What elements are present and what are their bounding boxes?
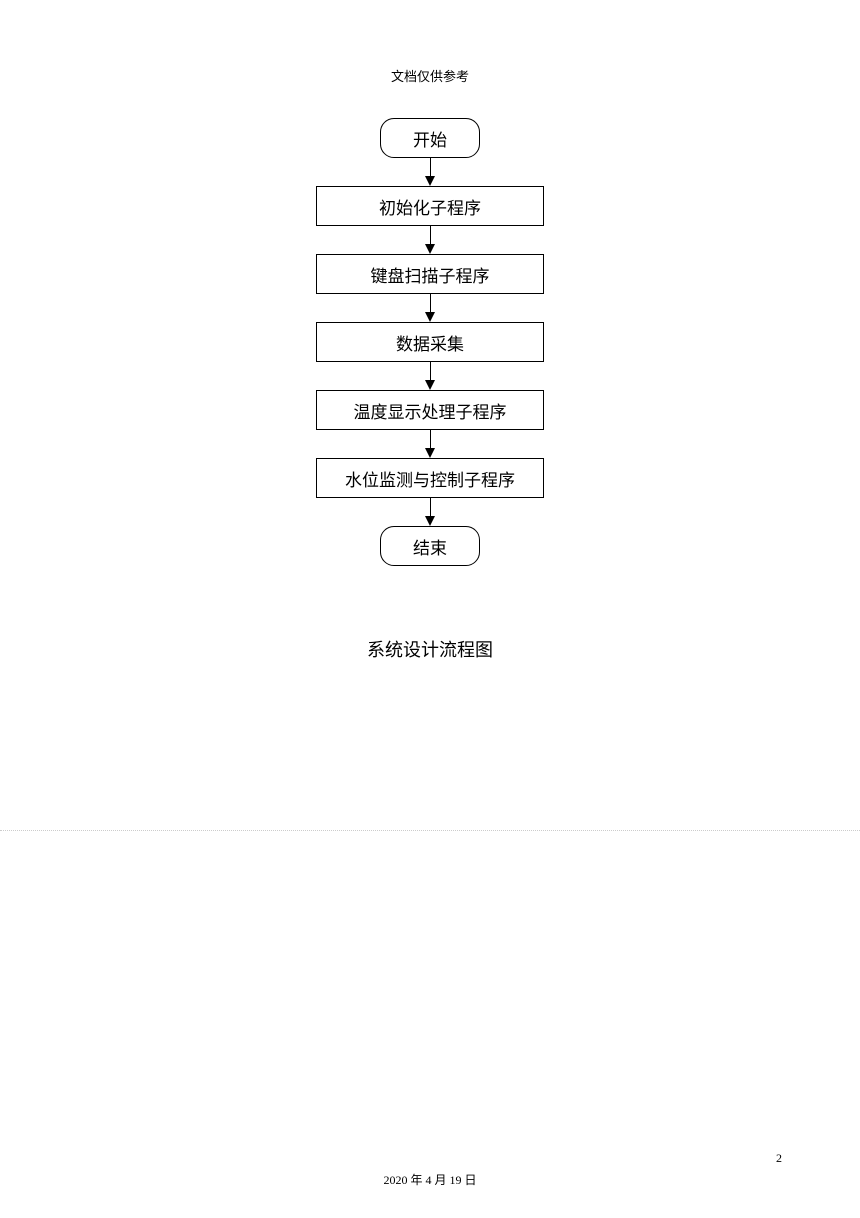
node-label: 键盘扫描子程序 bbox=[371, 262, 490, 287]
flowchart-node-data: 数据采集 bbox=[316, 322, 544, 362]
flowchart-arrow bbox=[425, 498, 435, 526]
arrow-line bbox=[430, 158, 431, 176]
arrow-head-icon bbox=[425, 516, 435, 526]
flowchart-node-init: 初始化子程序 bbox=[316, 186, 544, 226]
page-number: 2 bbox=[776, 1151, 782, 1166]
flowchart-arrow bbox=[425, 158, 435, 186]
arrow-head-icon bbox=[425, 312, 435, 322]
flowchart-container: 开始 初始化子程序 键盘扫描子程序 数据采集 温度显示处理子程序 水位监测与控制… bbox=[316, 118, 544, 566]
arrow-line bbox=[430, 362, 431, 380]
arrow-line bbox=[430, 430, 431, 448]
node-label: 水位监测与控制子程序 bbox=[345, 466, 515, 491]
flowchart-node-temperature: 温度显示处理子程序 bbox=[316, 390, 544, 430]
node-label: 结束 bbox=[413, 534, 447, 559]
arrow-head-icon bbox=[425, 448, 435, 458]
flowchart-arrow bbox=[425, 294, 435, 322]
arrow-line bbox=[430, 226, 431, 244]
page-divider bbox=[0, 830, 860, 831]
node-label: 初始化子程序 bbox=[379, 194, 481, 219]
flowchart-arrow bbox=[425, 362, 435, 390]
flowchart-node-start: 开始 bbox=[380, 118, 480, 158]
arrow-head-icon bbox=[425, 244, 435, 254]
arrow-head-icon bbox=[425, 380, 435, 390]
node-label: 开始 bbox=[413, 126, 447, 151]
arrow-head-icon bbox=[425, 176, 435, 186]
flowchart-node-end: 结束 bbox=[380, 526, 480, 566]
footer-date: 2020 年 4 月 19 日 bbox=[383, 1171, 476, 1188]
flowchart-caption: 系统设计流程图 bbox=[367, 636, 493, 662]
arrow-line bbox=[430, 498, 431, 516]
flowchart-node-waterlevel: 水位监测与控制子程序 bbox=[316, 458, 544, 498]
flowchart-arrow bbox=[425, 430, 435, 458]
header-text: 文档仅供参考 bbox=[391, 66, 469, 85]
node-label: 数据采集 bbox=[396, 330, 464, 355]
node-label: 温度显示处理子程序 bbox=[354, 398, 507, 423]
flowchart-node-keyboard: 键盘扫描子程序 bbox=[316, 254, 544, 294]
arrow-line bbox=[430, 294, 431, 312]
flowchart-arrow bbox=[425, 226, 435, 254]
